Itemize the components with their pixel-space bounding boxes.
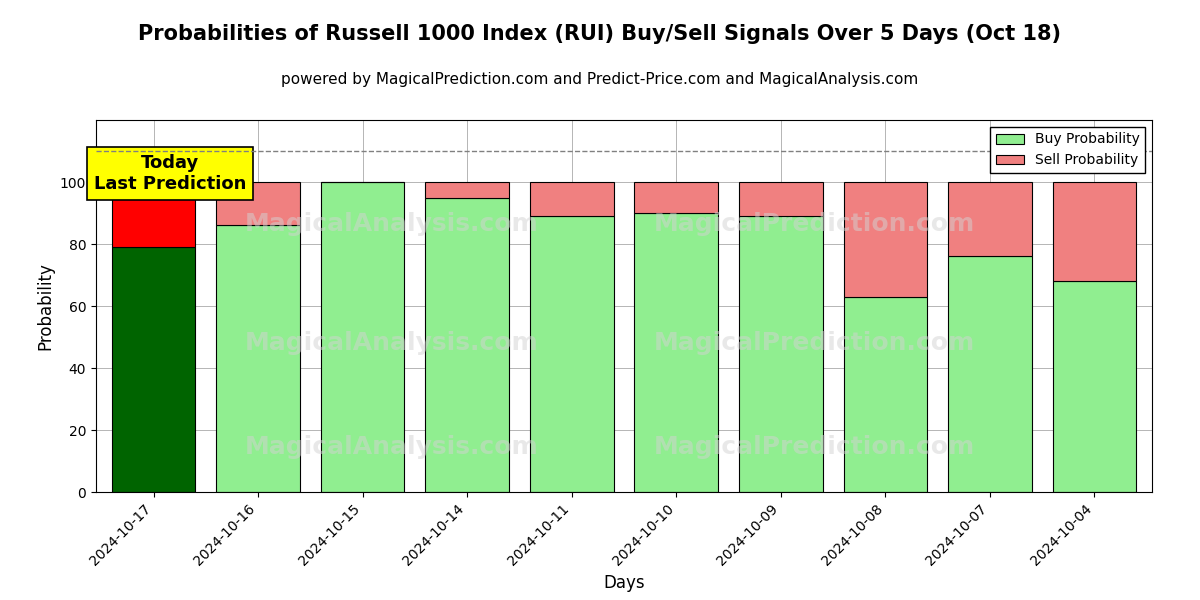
Text: Probabilities of Russell 1000 Index (RUI) Buy/Sell Signals Over 5 Days (Oct 18): Probabilities of Russell 1000 Index (RUI…: [138, 24, 1062, 44]
Bar: [1052, 182, 1136, 281]
Bar: [635, 182, 718, 213]
Legend: Buy Probability, Sell Probability: Buy Probability, Sell Probability: [990, 127, 1145, 173]
X-axis label: Days: Days: [604, 574, 644, 592]
Bar: [216, 226, 300, 492]
Text: powered by MagicalPrediction.com and Predict-Price.com and MagicalAnalysis.com: powered by MagicalPrediction.com and Pre…: [281, 72, 919, 87]
Text: MagicalPrediction.com: MagicalPrediction.com: [654, 212, 974, 236]
Text: MagicalAnalysis.com: MagicalAnalysis.com: [245, 436, 539, 460]
Bar: [844, 296, 928, 492]
Bar: [425, 182, 509, 197]
Text: MagicalAnalysis.com: MagicalAnalysis.com: [245, 331, 539, 355]
Y-axis label: Probability: Probability: [36, 262, 54, 350]
Bar: [844, 182, 928, 296]
Bar: [530, 182, 613, 216]
Bar: [739, 216, 823, 492]
Bar: [739, 182, 823, 216]
Bar: [635, 213, 718, 492]
Bar: [112, 247, 196, 492]
Bar: [948, 256, 1032, 492]
Bar: [216, 182, 300, 226]
Bar: [1052, 281, 1136, 492]
Bar: [948, 182, 1032, 256]
Bar: [112, 182, 196, 247]
Text: Today
Last Prediction: Today Last Prediction: [94, 154, 246, 193]
Text: MagicalPrediction.com: MagicalPrediction.com: [654, 436, 974, 460]
Text: MagicalAnalysis.com: MagicalAnalysis.com: [245, 212, 539, 236]
Bar: [530, 216, 613, 492]
Bar: [320, 182, 404, 492]
Bar: [425, 197, 509, 492]
Text: MagicalPrediction.com: MagicalPrediction.com: [654, 331, 974, 355]
